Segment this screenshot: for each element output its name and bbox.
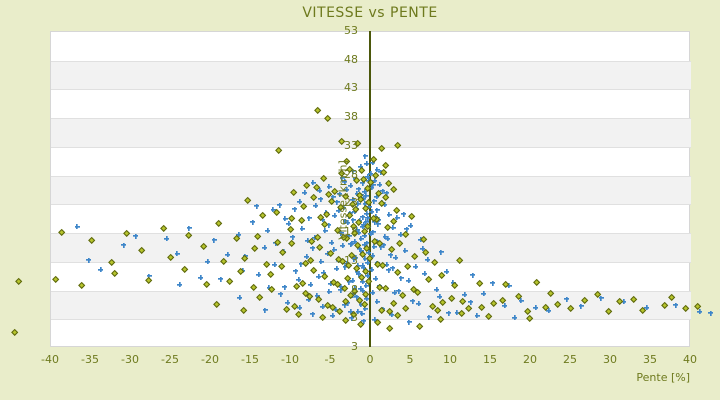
grid-band (51, 233, 691, 262)
y-tick-label: 3 (351, 340, 358, 353)
grid-band (51, 204, 691, 233)
data-point-serie-olive (14, 278, 23, 286)
y-tick-label: 23 (344, 196, 358, 210)
y-tick-label: 53 (344, 24, 358, 37)
zero-axis-line (369, 31, 371, 347)
gridline (51, 146, 691, 148)
gridline (51, 118, 691, 120)
gridline (51, 204, 691, 206)
x-tick-label: 5 (406, 353, 414, 366)
x-tick-label: 20 (523, 353, 537, 366)
x-tick-label: -25 (161, 353, 179, 366)
grid-band (51, 118, 691, 147)
gridline (51, 89, 691, 91)
y-tick-label: 43 (344, 81, 358, 95)
data-point-serie-olive (693, 302, 702, 311)
y-tick-label: 8 (351, 282, 358, 296)
x-tick-label: -5 (324, 353, 336, 366)
data-point-serie-bleue (708, 310, 714, 316)
data-point-serie-bleue (697, 308, 703, 314)
x-tick-label: -10 (281, 353, 299, 366)
x-tick-label: -35 (81, 353, 99, 366)
x-tick-label: 0 (366, 353, 374, 366)
grid-band (51, 262, 691, 291)
y-tick-label: 3 (351, 311, 358, 325)
x-tick-label: -40 (41, 353, 59, 366)
x-tick-label: -15 (241, 353, 259, 366)
x-tick-label: -20 (201, 353, 219, 366)
x-tick-label: 35 (643, 353, 657, 366)
x-tick-label: 25 (563, 353, 577, 366)
x-axis-title: Pente [%] (636, 371, 690, 384)
y-tick-label: 48 (344, 52, 358, 66)
gridline (51, 319, 691, 321)
x-tick-label: -30 (121, 353, 139, 366)
y-axis-title: Vitesse [km/h] (336, 160, 350, 240)
gridline (51, 290, 691, 292)
grid-band (51, 175, 691, 205)
y-tick-label: 18 (344, 225, 358, 239)
grid-band (51, 32, 691, 61)
y-tick-label: 13 (344, 253, 358, 267)
y-tick-label: 28 (344, 167, 358, 181)
x-tick-label: 15 (483, 353, 497, 366)
chart-title: VITESSE vs PENTE (302, 5, 438, 21)
x-tick-label: 30 (603, 353, 617, 366)
gridline (51, 175, 691, 177)
data-point-serie-olive (10, 328, 19, 337)
gridline (51, 233, 691, 235)
y-tick-label: 38 (344, 110, 358, 124)
gridline (51, 60, 691, 62)
gridline (51, 261, 691, 263)
grid-band (51, 290, 691, 320)
x-tick-label: 40 (683, 353, 697, 366)
grid-band (51, 89, 691, 118)
y-tick-label: 33 (344, 138, 358, 152)
x-tick-label: 10 (443, 353, 457, 366)
grid-band (51, 147, 691, 176)
grid-band (51, 60, 691, 90)
grid-band (51, 319, 691, 348)
